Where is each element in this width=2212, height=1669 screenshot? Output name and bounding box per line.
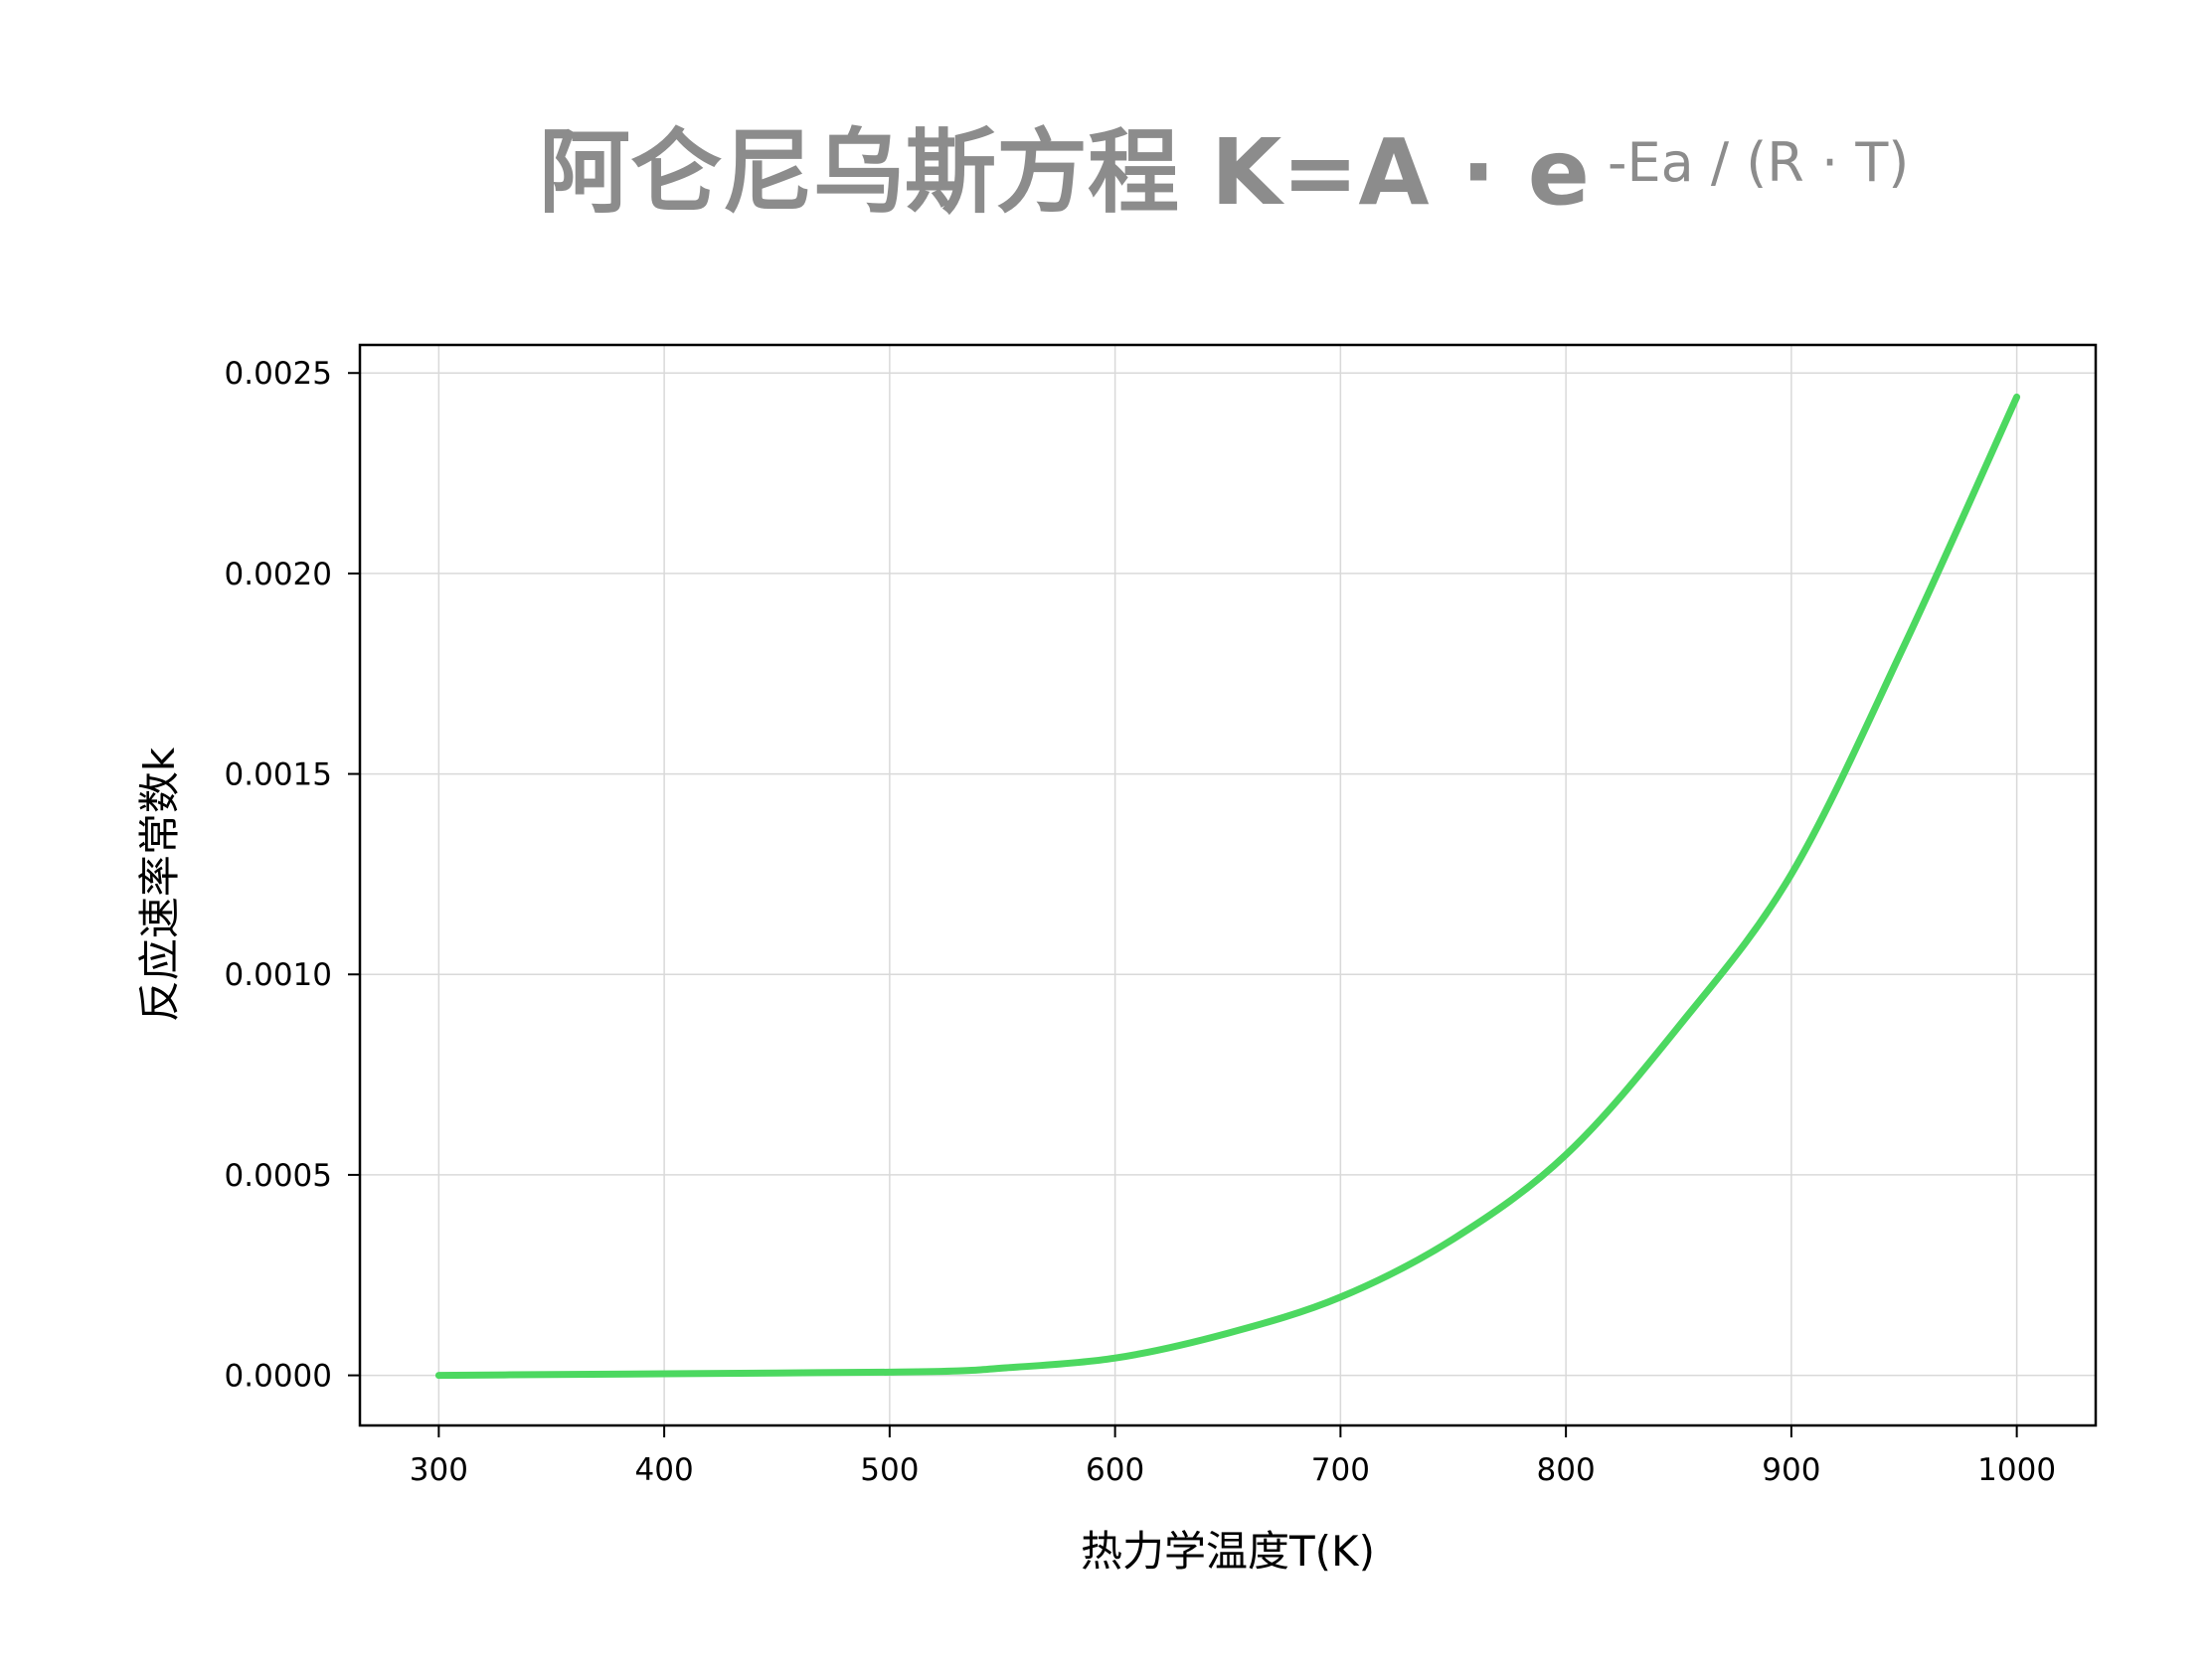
x-tick-label: 500 bbox=[860, 1452, 919, 1488]
chart-title-superscript: -Ea / (R · T) bbox=[1608, 131, 1909, 194]
y-tick-label: 0.0000 bbox=[225, 1359, 332, 1395]
x-tick-label: 600 bbox=[1086, 1452, 1144, 1488]
x-tick-label: 400 bbox=[635, 1452, 694, 1488]
y-tick-label: 0.0005 bbox=[225, 1158, 332, 1194]
y-tick-label: 0.0015 bbox=[225, 757, 332, 793]
x-tick-label: 800 bbox=[1537, 1452, 1596, 1488]
x-axis-tick-labels: 300 400 500 600 700 800 900 1000 bbox=[410, 1452, 2056, 1488]
y-tick-label: 0.0010 bbox=[225, 957, 332, 993]
series-line bbox=[434, 393, 2021, 1380]
x-tick-label: 900 bbox=[1762, 1452, 1820, 1488]
y-axis-label: 反应速率常数k bbox=[135, 747, 184, 1022]
chart-title-main: 阿仑尼乌斯方程 K=A · e bbox=[539, 119, 1590, 226]
plot-frame bbox=[358, 343, 2098, 1427]
grid-lines bbox=[360, 345, 2096, 1425]
y-tick-label: 0.0020 bbox=[225, 557, 332, 592]
x-tick-label: 1000 bbox=[1977, 1452, 2056, 1488]
axis-ticks bbox=[348, 372, 2018, 1437]
chart-title: 阿仑尼乌斯方程 K=A · e -Ea / (R · T) bbox=[539, 119, 1909, 226]
x-tick-label: 700 bbox=[1311, 1452, 1370, 1488]
plot-series bbox=[434, 393, 2021, 1380]
x-axis-label: 热力学温度T(K) bbox=[1081, 1527, 1375, 1576]
y-axis-tick-labels: 0.0000 0.0005 0.0010 0.0015 0.0020 0.0025 bbox=[225, 356, 332, 1394]
y-tick-label: 0.0025 bbox=[225, 356, 332, 392]
x-tick-label: 300 bbox=[410, 1452, 468, 1488]
